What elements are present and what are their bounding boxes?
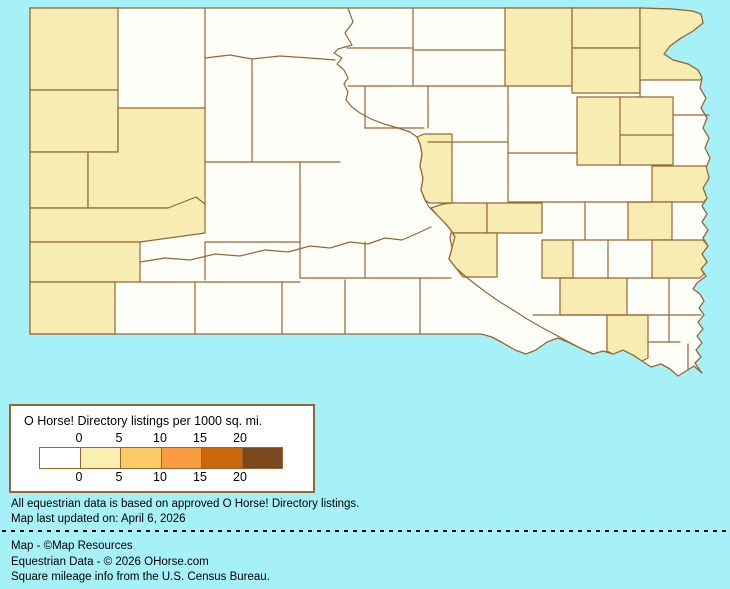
- dashed-separator: [2, 530, 728, 532]
- county-shape: [639, 7, 704, 81]
- county-shape: [29, 89, 119, 153]
- county-shape: [486, 202, 543, 234]
- county-shape: [571, 7, 641, 49]
- legend-tick-label: 15: [193, 470, 207, 484]
- river-border-line: [333, 7, 593, 354]
- county-shape: [504, 7, 573, 87]
- note-line: Map last updated on: April 6, 2026: [11, 513, 186, 525]
- county-shape: [651, 239, 709, 279]
- legend-tick-label: 20: [233, 470, 247, 484]
- note-line: All equestrian data is based on approved…: [11, 498, 360, 510]
- legend-ticks-top: 0 5 10 15 20: [11, 431, 313, 445]
- data-notes: All equestrian data is based on approved…: [11, 497, 359, 527]
- legend-tick-label: 5: [115, 470, 123, 484]
- legend-tick-label: 5: [115, 431, 123, 445]
- credits-block: Map - ©Map Resources Equestrian Data - ©…: [11, 539, 270, 586]
- legend-tick-label: 0: [75, 431, 83, 445]
- legend-tick-label: 10: [153, 470, 167, 484]
- shaded-counties: [29, 7, 710, 362]
- county-shape: [559, 277, 628, 316]
- legend-tick-label: 20: [233, 431, 247, 445]
- river-border-line: [139, 226, 432, 263]
- legend-tick-label: 15: [193, 431, 207, 445]
- county-shape: [627, 201, 673, 241]
- county-shape: [651, 165, 710, 203]
- credit-line: Map - ©Map Resources: [11, 540, 133, 552]
- county-shape: [576, 96, 674, 166]
- county-shape: [571, 47, 641, 94]
- credit-line: Square mileage info from the U.S. Census…: [11, 571, 270, 583]
- legend-swatch: [242, 448, 282, 468]
- legend-swatch: [202, 448, 243, 468]
- county-shape: [29, 151, 89, 209]
- legend-tick-label: 0: [75, 470, 83, 484]
- legend-tick-label: 10: [153, 431, 167, 445]
- legend-swatch: [121, 448, 162, 468]
- credit-line: Equestrian Data - © 2026 OHorse.com: [11, 555, 209, 568]
- county-borders: [139, 7, 710, 371]
- legend-swatch: [80, 448, 121, 468]
- county-shape: [29, 7, 119, 91]
- county-shape: [29, 281, 116, 335]
- legend-swatch: [161, 448, 202, 468]
- county-shape: [29, 241, 141, 283]
- county-shape: [541, 239, 574, 279]
- county-border-line: [204, 54, 336, 61]
- legend-ticks-bottom: 0 5 10 15 20: [11, 470, 313, 484]
- legend-title: O Horse! Directory listings per 1000 sq.…: [24, 414, 263, 428]
- county-shape: [606, 314, 649, 362]
- legend-swatch: [40, 448, 81, 468]
- legend-color-scale: [39, 447, 283, 469]
- legend-box: O Horse! Directory listings per 1000 sq.…: [9, 404, 315, 493]
